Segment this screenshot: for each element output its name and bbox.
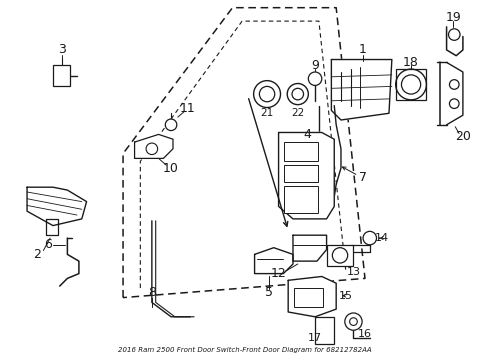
- Polygon shape: [27, 187, 86, 226]
- Circle shape: [448, 80, 458, 89]
- Text: 6: 6: [44, 238, 52, 251]
- Circle shape: [259, 86, 274, 102]
- Circle shape: [349, 318, 357, 325]
- Polygon shape: [331, 59, 391, 120]
- Text: 14: 14: [374, 233, 388, 243]
- Text: 11: 11: [179, 102, 195, 115]
- Polygon shape: [46, 219, 58, 235]
- Text: 20: 20: [454, 130, 470, 143]
- Circle shape: [291, 88, 303, 100]
- Text: 16: 16: [357, 329, 371, 339]
- Bar: [284, 142, 317, 161]
- Circle shape: [401, 75, 420, 94]
- Bar: [284, 186, 317, 213]
- Bar: [293, 288, 322, 307]
- Text: 4: 4: [303, 128, 311, 141]
- Circle shape: [165, 119, 177, 131]
- Text: 10: 10: [163, 162, 179, 175]
- Text: 15: 15: [338, 291, 352, 301]
- Text: 19: 19: [445, 11, 460, 24]
- Circle shape: [253, 81, 280, 108]
- Polygon shape: [287, 276, 335, 317]
- Text: 21: 21: [260, 108, 273, 118]
- Circle shape: [146, 143, 157, 154]
- Text: 7: 7: [358, 171, 366, 184]
- Text: 8: 8: [147, 286, 156, 299]
- Text: 2: 2: [33, 248, 41, 261]
- Polygon shape: [134, 134, 173, 158]
- Text: 12: 12: [270, 267, 286, 280]
- Bar: [53, 65, 70, 86]
- Text: 13: 13: [346, 267, 360, 277]
- Text: 22: 22: [290, 108, 304, 118]
- Text: 17: 17: [307, 333, 322, 343]
- Circle shape: [332, 248, 347, 263]
- Circle shape: [344, 313, 361, 330]
- Text: 5: 5: [264, 286, 272, 299]
- Bar: [314, 317, 334, 344]
- Circle shape: [448, 99, 458, 108]
- Text: 3: 3: [58, 44, 65, 57]
- Bar: [395, 69, 426, 100]
- Circle shape: [395, 69, 426, 100]
- Polygon shape: [292, 235, 326, 261]
- Text: 1: 1: [358, 44, 366, 57]
- Circle shape: [308, 72, 321, 85]
- Polygon shape: [254, 248, 292, 274]
- Bar: [326, 245, 353, 266]
- Circle shape: [447, 29, 459, 40]
- Polygon shape: [278, 132, 334, 219]
- Circle shape: [286, 84, 308, 105]
- Bar: [284, 165, 317, 183]
- Text: 2016 Ram 2500 Front Door Switch-Front Door Diagram for 68212782AA: 2016 Ram 2500 Front Door Switch-Front Do…: [118, 347, 370, 353]
- Circle shape: [362, 231, 376, 245]
- Text: 18: 18: [402, 56, 418, 69]
- Text: 9: 9: [310, 59, 318, 72]
